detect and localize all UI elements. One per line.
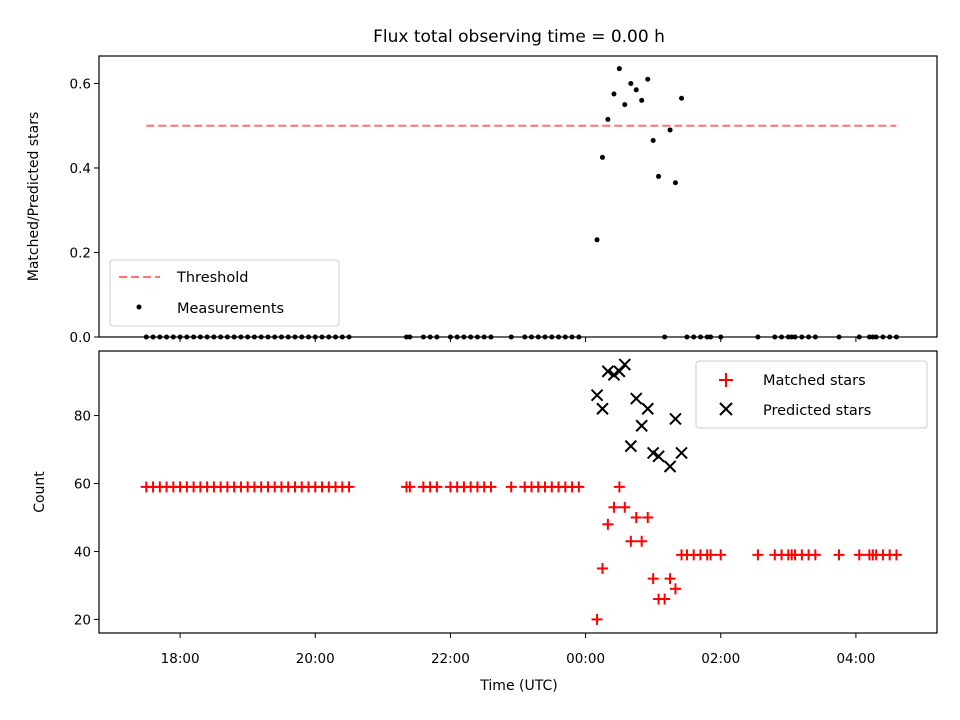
measurement-point [639, 97, 645, 103]
matched-star-point [343, 481, 355, 493]
predicted-star-point [646, 446, 660, 460]
predicted-star-point [607, 368, 621, 381]
bottom-y-tick-label: 40 [74, 544, 91, 560]
measurement-point [645, 76, 651, 82]
matched-star-point [715, 549, 727, 561]
x-axis-label: Time (UTC) [479, 678, 557, 694]
bottom-y-tick-label: 60 [74, 477, 91, 493]
matched-star-point [591, 613, 603, 625]
matched-legend-label: Matched stars [763, 373, 866, 389]
measurement-point [656, 173, 662, 179]
matched-star-point [596, 562, 608, 574]
matched-star-point [602, 518, 614, 530]
bottom-y-axis-label: Count [32, 471, 48, 513]
top-legend-box [109, 259, 340, 327]
bottom-y-tick-label: 20 [74, 612, 91, 628]
measurement-point [672, 180, 678, 186]
bottom-legend: Matched stars Predicted stars [695, 360, 928, 429]
measurement-point [679, 95, 685, 101]
measurement-point [622, 102, 628, 108]
top-y-tick-label: 0.4 [70, 161, 91, 177]
chart-title: Flux total observing time = 0.00 h [373, 27, 665, 47]
measurement-point [633, 87, 639, 93]
predicted-star-point [669, 412, 682, 426]
measurement-point [605, 116, 611, 122]
matched-star-point [853, 549, 865, 561]
matched-star-point [636, 535, 648, 547]
predicted-star-point [624, 439, 638, 453]
matched-star-point [485, 481, 497, 493]
x-tick-label: 20:00 [296, 651, 335, 667]
bottom-plot-area [140, 358, 902, 625]
predicted-star-point [596, 402, 609, 415]
bottom-x-ticks: 18:00 20:00 22:00 00:00 02:00 04:00 [161, 633, 875, 667]
predicted-star-point [675, 446, 688, 460]
predicted-star-point [652, 450, 665, 463]
top-y-tick-label: 0.0 [70, 330, 91, 346]
matched-star-point [809, 549, 821, 561]
measurement-point [611, 91, 617, 97]
predicted-star-point [663, 460, 677, 473]
measurement-point [667, 127, 673, 133]
top-y-tick-label: 0.6 [70, 76, 91, 92]
predicted-star-point [618, 358, 631, 371]
matched-star-point [705, 549, 717, 561]
matched-star-point [669, 583, 681, 595]
measurement-point [616, 66, 622, 72]
x-tick-label: 00:00 [566, 651, 605, 667]
bottom-y-tick-label: 80 [74, 409, 91, 425]
matched-star-point [613, 481, 625, 493]
matched-star-point [573, 481, 585, 493]
matched-star-point [647, 573, 659, 585]
predicted-legend-label: Predicted stars [763, 403, 871, 419]
top-y-axis-label: Matched/Predicted stars [26, 112, 42, 282]
matched-star-point [630, 511, 642, 523]
top-x-ticks [179, 337, 857, 342]
measurement-point [599, 154, 605, 160]
matched-star-point [431, 481, 443, 493]
predicted-legend-swatch [719, 402, 733, 416]
matched-star-point [664, 573, 676, 585]
x-tick-label: 18:00 [161, 651, 200, 667]
predicted-star-point [601, 365, 615, 378]
matched-star-point [505, 481, 517, 493]
measurements-legend-label: Measurements [177, 301, 284, 317]
bottom-legend-box [695, 360, 928, 429]
x-tick-label: 02:00 [701, 651, 740, 667]
matched-star-point [833, 549, 845, 561]
measurement-point [594, 237, 600, 243]
top-y-ticks: 0.0 0.2 0.4 0.6 [70, 76, 99, 346]
matched-star-point [642, 511, 654, 523]
matched-star-point [752, 549, 764, 561]
bottom-y-ticks: 20 40 60 80 [74, 409, 99, 628]
matched-star-point [659, 593, 671, 605]
top-axes-frame [98, 55, 938, 338]
matched-star-point [625, 535, 637, 547]
matched-star-point [619, 501, 631, 513]
threshold-legend-label: Threshold [176, 270, 248, 286]
matched-star-point [890, 549, 902, 561]
top-panel: 0.0 0.2 0.4 0.6 Matched/Predicted stars Thr… [26, 55, 938, 346]
top-legend: Threshold Measurements [109, 259, 340, 327]
matched-star-point [404, 481, 416, 493]
predicted-star-point [630, 392, 643, 405]
predicted-star-point [641, 402, 654, 415]
x-tick-label: 22:00 [431, 651, 470, 667]
predicted-star-point [590, 388, 604, 402]
bottom-axes-frame [98, 350, 938, 634]
matched-legend-swatch [719, 373, 733, 387]
matched-star-point [608, 501, 620, 513]
x-tick-label: 04:00 [836, 651, 875, 667]
measurement-point [628, 80, 634, 86]
predicted-star-point [635, 419, 648, 432]
measurements-legend-swatch [136, 304, 142, 310]
measurement-point [650, 138, 656, 144]
top-y-tick-label: 0.2 [70, 245, 91, 261]
